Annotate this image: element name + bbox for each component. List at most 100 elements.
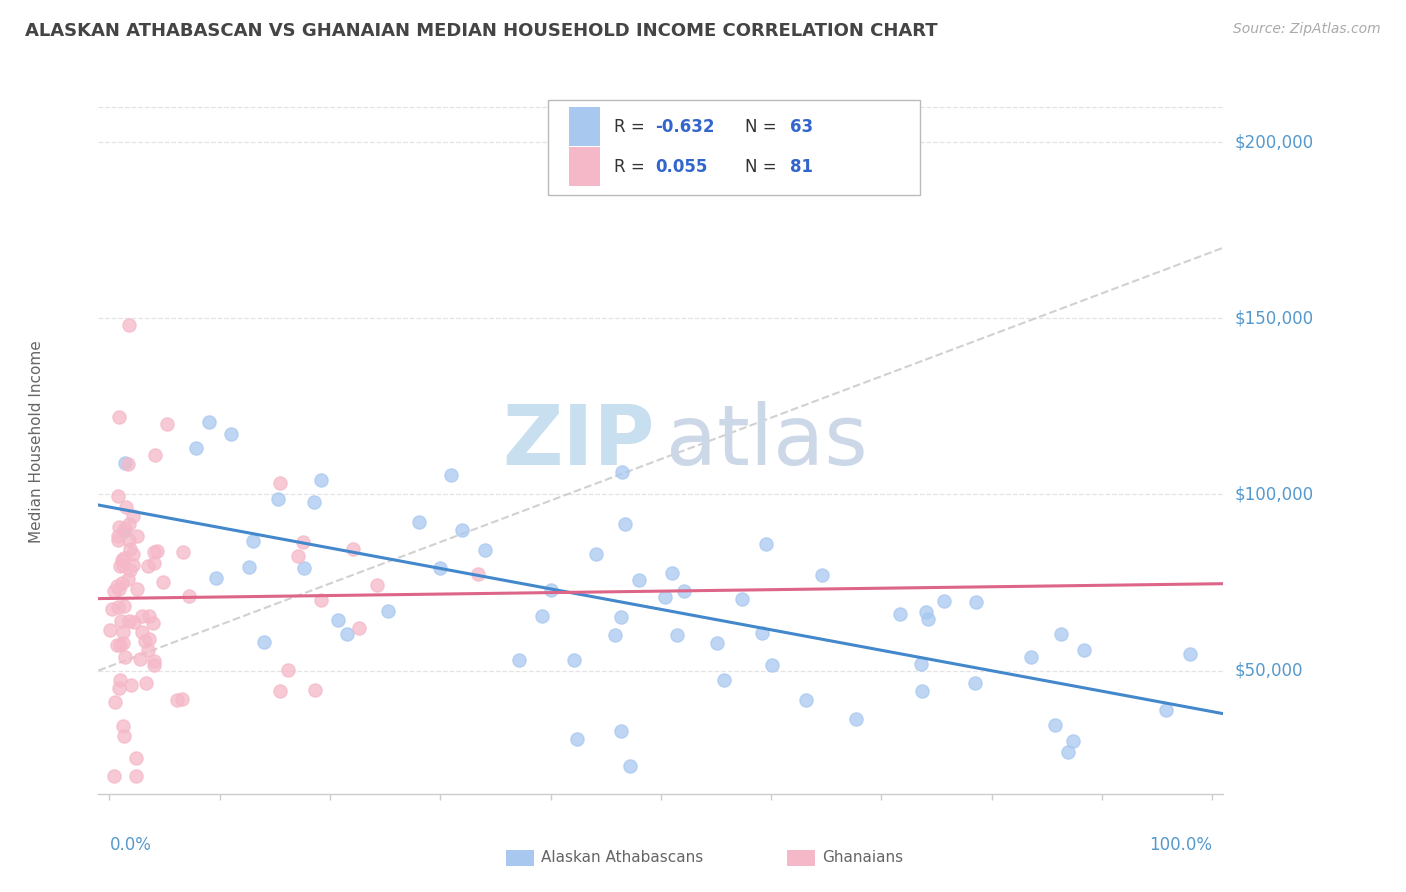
- Text: N =: N =: [745, 118, 782, 136]
- Point: [131, 625, 153, 640]
- Point: [112, 524, 135, 538]
- Point: [336, 627, 359, 641]
- Point: [530, 608, 553, 623]
- Point: [108, 582, 131, 596]
- Point: [672, 583, 695, 598]
- Text: ALASKAN ATHABASCAN VS GHANAIAN MEDIAN HOUSEHOLD INCOME CORRELATION CHART: ALASKAN ATHABASCAN VS GHANAIAN MEDIAN HO…: [25, 22, 938, 40]
- Point: [666, 628, 689, 642]
- Point: [794, 693, 817, 707]
- Point: [136, 559, 159, 574]
- Point: [172, 544, 194, 558]
- Point: [114, 500, 136, 514]
- Point: [965, 676, 987, 690]
- Point: [107, 489, 129, 503]
- Point: [917, 611, 939, 625]
- Text: 0.055: 0.055: [655, 158, 707, 176]
- Point: [118, 542, 141, 557]
- Point: [605, 628, 627, 642]
- Point: [198, 415, 221, 429]
- Point: [610, 724, 633, 739]
- Point: [111, 558, 134, 573]
- Point: [253, 635, 276, 649]
- Point: [103, 584, 125, 599]
- Point: [304, 682, 326, 697]
- Point: [179, 589, 201, 603]
- Point: [114, 456, 136, 470]
- Point: [103, 769, 125, 783]
- Point: [309, 593, 332, 607]
- Point: [267, 491, 290, 506]
- Point: [450, 523, 472, 537]
- Point: [128, 652, 150, 666]
- Text: $150,000: $150,000: [1234, 310, 1313, 327]
- Point: [219, 427, 242, 442]
- Point: [107, 529, 129, 543]
- Point: [242, 534, 264, 549]
- Point: [134, 634, 156, 648]
- Point: [627, 574, 650, 588]
- Point: [508, 653, 530, 667]
- Point: [377, 604, 399, 618]
- Point: [107, 599, 129, 614]
- Point: [292, 561, 315, 575]
- Point: [136, 642, 159, 657]
- Point: [932, 594, 955, 608]
- Point: [127, 582, 149, 596]
- Point: [567, 731, 589, 746]
- Point: [609, 610, 631, 624]
- Point: [112, 625, 135, 640]
- Point: [1062, 733, 1084, 747]
- Point: [614, 516, 637, 531]
- Point: [467, 566, 489, 581]
- Point: [114, 650, 136, 665]
- Point: [1050, 626, 1073, 640]
- Point: [540, 582, 562, 597]
- Point: [112, 730, 135, 744]
- Point: [108, 520, 131, 534]
- Text: R =: R =: [613, 158, 650, 176]
- Text: -0.632: -0.632: [655, 118, 714, 136]
- Point: [911, 684, 934, 698]
- Point: [1057, 745, 1080, 759]
- Bar: [568, 107, 600, 146]
- Text: 63: 63: [790, 118, 813, 136]
- Point: [810, 568, 832, 582]
- Text: atlas: atlas: [666, 401, 868, 482]
- Point: [713, 673, 735, 688]
- Point: [111, 718, 134, 732]
- Point: [111, 553, 134, 567]
- Point: [101, 601, 124, 615]
- Text: Source: ZipAtlas.com: Source: ZipAtlas.com: [1233, 22, 1381, 37]
- Point: [287, 549, 309, 563]
- Point: [429, 560, 451, 574]
- Point: [761, 657, 783, 672]
- Point: [122, 615, 145, 629]
- Point: [155, 417, 177, 432]
- Point: [118, 516, 141, 531]
- Text: $50,000: $50,000: [1234, 662, 1303, 680]
- Text: 0.0%: 0.0%: [110, 836, 152, 855]
- Point: [98, 624, 121, 638]
- Point: [118, 563, 141, 577]
- Point: [661, 566, 683, 581]
- Text: N =: N =: [745, 158, 782, 176]
- Point: [166, 693, 188, 707]
- Point: [751, 626, 773, 640]
- Point: [914, 605, 936, 619]
- Point: [474, 542, 496, 557]
- Text: ZIP: ZIP: [503, 401, 655, 482]
- Point: [889, 607, 911, 622]
- Point: [125, 529, 148, 543]
- FancyBboxPatch shape: [548, 100, 920, 194]
- Point: [108, 559, 131, 574]
- Point: [120, 678, 142, 692]
- Text: $200,000: $200,000: [1234, 133, 1313, 151]
- Point: [347, 621, 370, 635]
- Point: [439, 468, 461, 483]
- Point: [131, 609, 153, 624]
- Text: Median Household Income: Median Household Income: [30, 340, 44, 543]
- Point: [311, 473, 333, 487]
- Text: $100,000: $100,000: [1234, 485, 1313, 503]
- Point: [342, 541, 364, 556]
- Point: [122, 509, 145, 524]
